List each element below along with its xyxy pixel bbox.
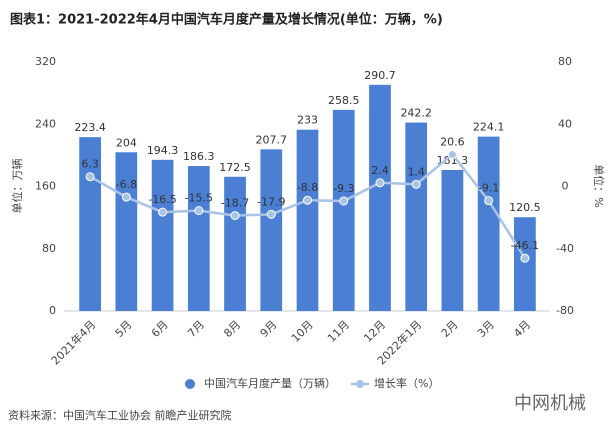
y2-tick-label: 80 <box>558 55 572 68</box>
y2-tick-label: 40 <box>558 117 572 130</box>
x-tick-label: 11月 <box>325 318 352 345</box>
x-tick-label: 6月 <box>149 318 171 340</box>
bar <box>115 152 138 311</box>
bar-value-label: 186.3 <box>183 150 215 163</box>
line-point <box>266 209 276 219</box>
y2-tick-label: -80 <box>556 304 574 317</box>
line-point <box>303 195 312 205</box>
line-value-label: -16.5 <box>148 193 176 206</box>
line-value-label: -8.8 <box>297 181 318 194</box>
line-point <box>375 178 385 188</box>
x-tick-label: 7月 <box>185 318 207 340</box>
legend-marker <box>356 380 364 388</box>
line-value-label: 6.3 <box>81 158 99 171</box>
y-axis-label: 单位：万辆 <box>10 159 24 214</box>
y-tick-label: 160 <box>35 180 56 193</box>
legend-label: 增长率（%） <box>374 376 439 390</box>
bar-value-label: 172.5 <box>219 161 251 174</box>
line-point <box>339 196 349 206</box>
line-point <box>484 196 494 206</box>
bar <box>332 109 355 311</box>
watermark: 中网机械 <box>514 393 586 414</box>
bar-value-label: 233 <box>297 114 318 127</box>
x-tick-label: 4月 <box>511 318 533 340</box>
x-tick-label: 2月 <box>439 318 461 340</box>
bar-value-label: 223.4 <box>74 121 106 134</box>
bar-value-label: 258.5 <box>328 94 360 107</box>
y2-tick-label: 0 <box>562 180 569 193</box>
bar-value-label: 224.1 <box>473 121 505 134</box>
y-tick-label: 320 <box>35 55 56 68</box>
bar <box>151 159 174 311</box>
bar-value-label: 207.7 <box>256 133 288 146</box>
line-point <box>411 179 421 189</box>
y2-axis-label: 单位：% <box>592 164 606 207</box>
line-value-label: 2.4 <box>371 164 389 177</box>
chart-title: 图表1：2021-2022年4月中国汽车月度产量及增长情况(单位：万辆，%) <box>10 12 443 28</box>
y-tick-label: 0 <box>49 304 56 317</box>
line-value-label: 1.4 <box>407 165 425 178</box>
line-value-label: -9.1 <box>478 182 499 195</box>
line-point <box>520 253 530 263</box>
bar <box>405 122 428 312</box>
y-tick-label: 80 <box>42 242 56 255</box>
bar <box>514 217 536 311</box>
bar <box>260 149 283 311</box>
legend-marker <box>185 379 195 389</box>
line-value-label: 20.6 <box>440 135 465 148</box>
line-value-label: -15.5 <box>185 192 213 205</box>
line-point <box>230 211 240 221</box>
line-value-label: -18.7 <box>221 197 249 210</box>
bar-value-label: 120.5 <box>509 201 541 214</box>
y2-tick-label: -40 <box>556 242 574 255</box>
bar-value-label: 204 <box>116 136 137 149</box>
line-value-label: -9.3 <box>333 182 354 195</box>
x-tick-label: 3月 <box>475 318 497 340</box>
bar-value-label: 194.3 <box>147 144 179 157</box>
line-point <box>158 207 168 217</box>
line-point <box>121 192 131 202</box>
x-tick-label: 5月 <box>113 318 135 340</box>
line-point <box>85 172 95 182</box>
legend-label: 中国汽车月度产量（万辆） <box>204 376 336 390</box>
line-point <box>447 149 457 159</box>
line-value-label: -6.8 <box>116 178 137 191</box>
x-tick-label: 2021年4月 <box>48 317 98 367</box>
line-value-label: -17.9 <box>257 195 285 208</box>
bar <box>224 176 246 311</box>
x-tick-label: 8月 <box>221 318 243 340</box>
x-tick-label: 10月 <box>289 318 316 345</box>
x-tick-label: 12月 <box>361 318 388 345</box>
x-tick-label: 9月 <box>258 318 280 340</box>
bar <box>296 129 319 311</box>
bar-value-label: 242.2 <box>400 107 432 120</box>
bar <box>187 166 210 311</box>
line-point <box>194 206 204 216</box>
source-note: 资料来源：中国汽车工业协会 前瞻产业研究院 <box>8 408 232 422</box>
y-tick-label: 240 <box>35 117 56 130</box>
bar <box>477 136 500 311</box>
line-value-label: -46.1 <box>511 239 539 252</box>
bar <box>369 84 391 311</box>
bar-value-label: 290.7 <box>364 69 396 82</box>
bar <box>441 169 464 311</box>
